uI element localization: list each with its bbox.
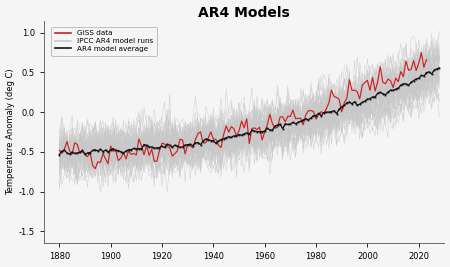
Legend: GISS data, IPCC AR4 model runs, AR4 model average: GISS data, IPCC AR4 model runs, AR4 mode…	[51, 26, 157, 56]
Title: AR4 Models: AR4 Models	[198, 6, 290, 19]
Y-axis label: Temperature Anomaly (deg C): Temperature Anomaly (deg C)	[5, 69, 14, 195]
